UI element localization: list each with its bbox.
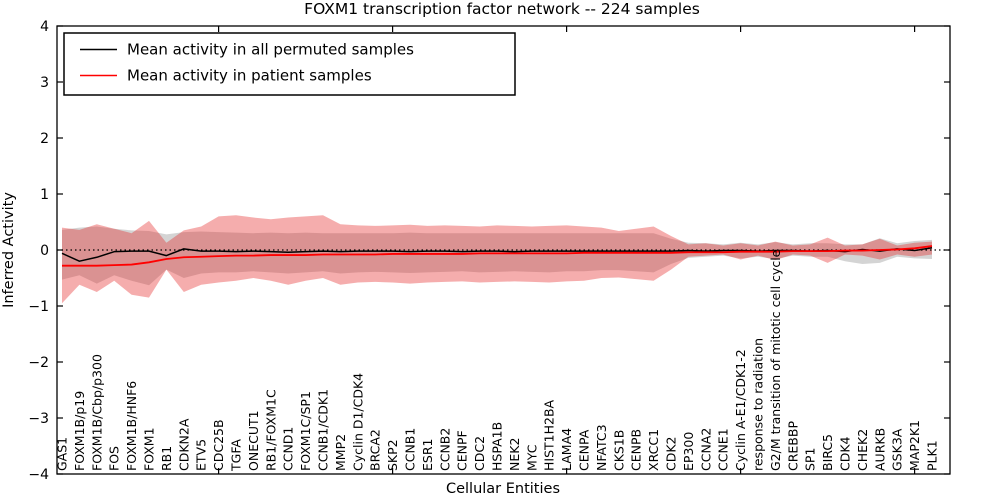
x-tick-label: AURKB [872, 428, 887, 471]
x-tick-label: SKP2 [385, 439, 400, 471]
x-tick-label: FOS [107, 446, 122, 471]
x-tick-label: HSPA1B [490, 422, 505, 471]
x-tick-label: FOXM1B/HNF6 [124, 381, 139, 471]
x-tick-label: HIST1H2BA [542, 399, 557, 471]
band-patient [62, 215, 932, 304]
y-axis-label: Inferred Activity [1, 192, 17, 308]
chart-body: 4 3 2 1 0 −1 −2 −3 −4 GAS1 FOXM1B/p19 FOXM1B/Cbp/p3… [28, 19, 950, 483]
y-tick-label: 3 [40, 75, 49, 91]
x-tick-label: Cyclin D1/CDK4 [350, 373, 365, 471]
legend-box [63, 32, 516, 96]
x-tick-label: ESR1 [420, 439, 435, 471]
x-tick-label: CENPF [455, 430, 470, 471]
x-tick-label: XRCC1 [646, 429, 661, 471]
x-tick-label: MYC [524, 444, 539, 471]
x-tick-label: NEK2 [507, 438, 522, 471]
x-tick-label: TGFA [229, 439, 244, 472]
x-tick-label: CREBBP [785, 421, 800, 471]
x-tick-label: CHEK2 [855, 429, 870, 471]
x-tick-label: GAS1 [55, 437, 70, 471]
y-tick-label: −3 [28, 411, 49, 427]
y-tick-label: −1 [28, 299, 49, 315]
x-tick-label: CKS1B [611, 430, 626, 471]
x-tick-label: CCND1 [281, 427, 296, 471]
legend-label-patient: Mean activity in patient samples [127, 67, 372, 85]
x-tick-label: FOXM1C/SP1 [298, 391, 313, 471]
x-tick-label: PLK1 [925, 440, 940, 471]
x-tick-label: FOXM1B/Cbp/p300 [89, 354, 104, 471]
x-tick-label: ONECUT1 [246, 410, 261, 471]
legend-label-permuted: Mean activity in all permuted samples [127, 41, 414, 59]
x-tick-label: CCNE1 [716, 428, 731, 471]
series-line-patient [62, 245, 933, 267]
x-tick-label: CDK4 [838, 436, 853, 471]
x-tick-label: RB1/FOXM1C [263, 389, 278, 471]
x-tick-label: MAP2K1 [907, 420, 922, 471]
x-tick-label: LAMA4 [559, 428, 574, 471]
x-tick-label: SP1 [803, 448, 818, 471]
x-tick-label: GSK3A [890, 428, 905, 471]
x-tick-label: BRCA2 [368, 429, 383, 471]
x-tick-label: RB1 [159, 446, 174, 471]
x-tick-label: BIRC5 [820, 434, 835, 471]
x-tick-label: CENPB [629, 429, 644, 471]
x-tick-label: CDKN2A [176, 418, 191, 471]
chart-title: FOXM1 transcription factor network -- 22… [304, 0, 700, 18]
legend: Mean activity in all permuted samples Me… [63, 32, 516, 96]
x-tick-label: CDK2 [664, 436, 679, 471]
y-tick-label: 4 [40, 19, 49, 35]
x-tick-label: response to radiation [751, 338, 766, 471]
x-tick-label: Cyclin A-E1/CDK1-2 [733, 349, 748, 471]
y-tick-label: 0 [40, 243, 49, 259]
y-tick-label: 2 [40, 131, 49, 147]
y-tick-label: 1 [40, 187, 49, 203]
x-tick-label: CCNB1/CDK1 [316, 389, 331, 471]
band-permuted [62, 226, 932, 286]
x-tick-label: G2/M transition of mitotic cell cycle [768, 249, 783, 471]
x-tick-label: CCNB2 [437, 428, 452, 471]
x-tick-label: CCNB1 [403, 428, 418, 471]
x-tick-label: MMP2 [333, 434, 348, 471]
x-axis-label: Cellular Entities [446, 481, 560, 497]
x-tick-label: CCNA2 [698, 428, 713, 471]
x-tick-label: NFATC3 [594, 424, 609, 471]
x-tick-label: CDC2 [472, 436, 487, 471]
x-tick-label: CDC25B [211, 419, 226, 471]
x-tick-label: FOXM1B/p19 [72, 391, 87, 471]
x-tick-label: FOXM1 [142, 427, 157, 471]
y-tick-label: −4 [28, 467, 49, 483]
x-tick-label: CENPA [577, 429, 592, 471]
x-tick-label: ETV5 [194, 439, 209, 471]
x-tick-label: EP300 [681, 432, 696, 471]
y-tick-label: −2 [28, 355, 49, 371]
